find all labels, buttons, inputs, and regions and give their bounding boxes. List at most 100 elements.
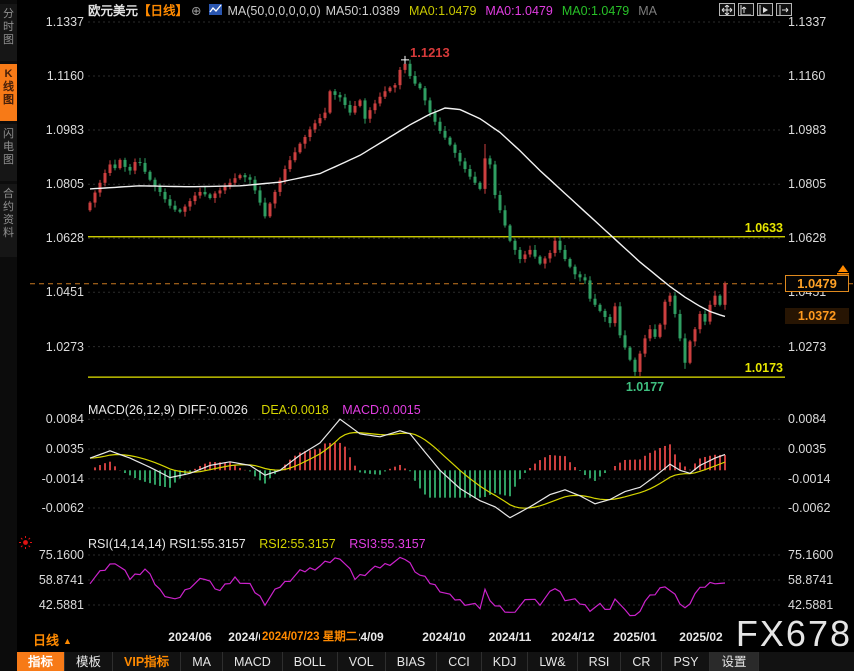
rsi1-value: RSI1:55.3157 xyxy=(169,537,246,551)
last-price-label: 1.0479 xyxy=(785,275,849,293)
macd-axis-label-left: -0.0062 xyxy=(41,501,84,515)
time-axis-label: 2025/01 xyxy=(613,630,657,644)
ma0-value-green: MA0:1.0479 xyxy=(561,4,630,18)
toolbar-item-templates[interactable]: 模板 xyxy=(65,652,114,671)
toolbar-item-cr[interactable]: CR xyxy=(621,652,663,671)
high-annotation: 1.1213 xyxy=(410,44,450,60)
add-indicator-icon[interactable]: ⊕ xyxy=(191,4,202,18)
toolbar-item-indicators[interactable]: 指标 xyxy=(17,652,66,671)
crosshair-date-tooltip: 2024/07/23 星期二 xyxy=(260,629,360,646)
rsi2-value: RSI2:55.3157 xyxy=(259,537,336,551)
period-tag: 【日线】 xyxy=(138,4,189,18)
auto-scroll-icon[interactable] xyxy=(757,3,773,16)
toolbar-item-lw[interactable]: LW& xyxy=(528,652,578,671)
watermark: FX678 xyxy=(735,613,852,654)
rsi-axis-label-left: 42.5881 xyxy=(38,597,84,612)
y-axis-label-left: 1.0451 xyxy=(45,285,84,300)
ma50-line xyxy=(89,107,726,318)
ma-formula: MA(50,0,0,0,0,0) xyxy=(227,4,321,18)
macd-axis-label-left: 0.0084 xyxy=(45,412,84,427)
y-axis-label-left: 1.1337 xyxy=(45,15,84,29)
latest-price-marker-icon xyxy=(836,263,850,281)
y-axis-label-right: 1.0983 xyxy=(788,122,827,137)
y-axis-label-left: 1.0628 xyxy=(45,231,84,246)
macd-header: MACD(26,12,9) DIFF:0.0026 DEA:0.0018 MAC… xyxy=(88,403,421,417)
macd-axis-label-right: -0.0014 xyxy=(788,471,831,486)
chart-type-sidebar: 分时图 K线图闪电图合约资料 xyxy=(0,0,17,671)
pan-move-icon[interactable] xyxy=(719,3,735,16)
chart-tool-icons xyxy=(719,3,792,16)
trend-line-label: 1.0173 xyxy=(744,361,783,376)
toolbar-item-vol[interactable]: VOL xyxy=(338,652,386,671)
macd-axis-label-right: 0.0035 xyxy=(788,442,827,456)
macd-axis-label-left: 0.0035 xyxy=(45,442,84,456)
rsi-axis-label-right: 75.1600 xyxy=(788,548,834,562)
trend-line-label: 1.0633 xyxy=(744,220,783,235)
low-annotation: 1.0177 xyxy=(625,379,665,394)
tab-contract-info[interactable]: 合约资料 xyxy=(0,184,17,257)
indicator-toolbar: 指标 模板 VIP指标 MA MACD BOLL VOL BIAS CCI KDJ LW& RSI CR… xyxy=(17,651,854,671)
chart-style-icon[interactable] xyxy=(208,3,223,16)
macd-axis-label-left: -0.0014 xyxy=(41,471,84,486)
macd-diff-value: DIFF:0.0026 xyxy=(178,403,248,417)
macd-dea-value: DEA:0.0018 xyxy=(261,403,329,417)
page-right-icon[interactable] xyxy=(776,3,792,16)
y-axis-label-left: 1.1160 xyxy=(46,68,84,83)
toolbar-item-rsi[interactable]: RSI xyxy=(578,652,622,671)
y-axis-label-left: 1.0983 xyxy=(45,122,84,137)
hot-indicator-icon xyxy=(19,536,32,554)
y-axis-label-right: 1.1160 xyxy=(788,68,826,83)
macd-axis-label-right: -0.0062 xyxy=(788,501,831,515)
rsi-formula: RSI(14,14,14) xyxy=(88,537,166,551)
y-axis-label-left: 1.0805 xyxy=(45,177,84,192)
macd-axis-label-right: 0.0084 xyxy=(788,412,827,427)
macd-formula: MACD(26,12,9) xyxy=(88,403,175,417)
fit-range-icon[interactable] xyxy=(738,3,754,16)
y-axis-label-right: 1.0628 xyxy=(788,231,827,246)
toolbar-item-settings[interactable]: 设置 xyxy=(710,652,759,671)
time-axis-label: 2024/06 xyxy=(168,630,212,644)
toolbar-item-bias[interactable]: BIAS xyxy=(386,652,438,671)
tab-time-chart[interactable]: 分时图 xyxy=(0,4,17,61)
ma50-value: MA50:1.0389 xyxy=(325,4,400,18)
macd-hist-value: MACD:0.0015 xyxy=(342,403,421,417)
rsi-axis-label-left: 58.8741 xyxy=(38,573,84,587)
chevron-up-icon: ▲ xyxy=(63,636,72,646)
toolbar-item-cci[interactable]: CCI xyxy=(437,652,482,671)
ma0-value-magenta: MA0:1.0479 xyxy=(485,4,553,18)
toolbar-item-boll[interactable]: BOLL xyxy=(283,652,338,671)
macd-diff-line xyxy=(89,418,726,519)
toolbar-item-ma[interactable]: MA xyxy=(181,652,223,671)
period-selector-label: 日线 xyxy=(33,633,60,648)
ma0-value-yellow: MA0:1.0479 xyxy=(408,4,477,18)
y-axis-label-right: 1.0273 xyxy=(788,339,827,354)
macd-histogram-layer xyxy=(94,442,726,498)
candlestick-layer xyxy=(88,59,727,377)
toolbar-item-vip-indicators[interactable]: VIP指标 xyxy=(113,652,182,671)
time-axis-label: 2024/11 xyxy=(488,630,532,644)
y-axis-label-left: 1.0273 xyxy=(45,339,84,354)
ma-price-label: 1.0372 xyxy=(785,308,849,325)
time-axis-label: 2024/12 xyxy=(551,630,595,644)
y-axis-label-right: 1.1337 xyxy=(788,15,827,29)
ma-trailing-label: MA xyxy=(638,4,657,18)
toolbar-item-psy[interactable]: PSY xyxy=(662,652,711,671)
rsi-axis-label-right: 58.8741 xyxy=(788,573,834,587)
tab-kline-chart[interactable]: K线图 xyxy=(0,64,17,121)
y-axis-label-right: 1.0805 xyxy=(788,177,827,192)
symbol-name: 欧元美元 xyxy=(88,4,139,18)
toolbar-item-kdj[interactable]: KDJ xyxy=(482,652,529,671)
rsi-axis-label-right: 42.5881 xyxy=(788,597,834,612)
rsi3-value: RSI3:55.3157 xyxy=(349,537,426,551)
period-selector[interactable]: 日线 ▲ xyxy=(33,630,72,649)
time-axis-label: 2025/02 xyxy=(679,630,723,644)
time-axis-label: 2024/10 xyxy=(422,630,466,644)
rsi-line xyxy=(89,556,726,617)
chart-header: 欧元美元【日线】 ⊕ MA(50,0,0,0,0,0) MA50:1.0389 MA0:… xyxy=(88,3,657,19)
rsi-axis-label-left: 75.1600 xyxy=(38,548,84,562)
tab-flash-chart[interactable]: 闪电图 xyxy=(0,124,17,181)
toolbar-item-macd[interactable]: MACD xyxy=(223,652,283,671)
rsi-header: RSI(14,14,14) RSI1:55.3157 RSI2:55.3157 … xyxy=(88,537,426,551)
